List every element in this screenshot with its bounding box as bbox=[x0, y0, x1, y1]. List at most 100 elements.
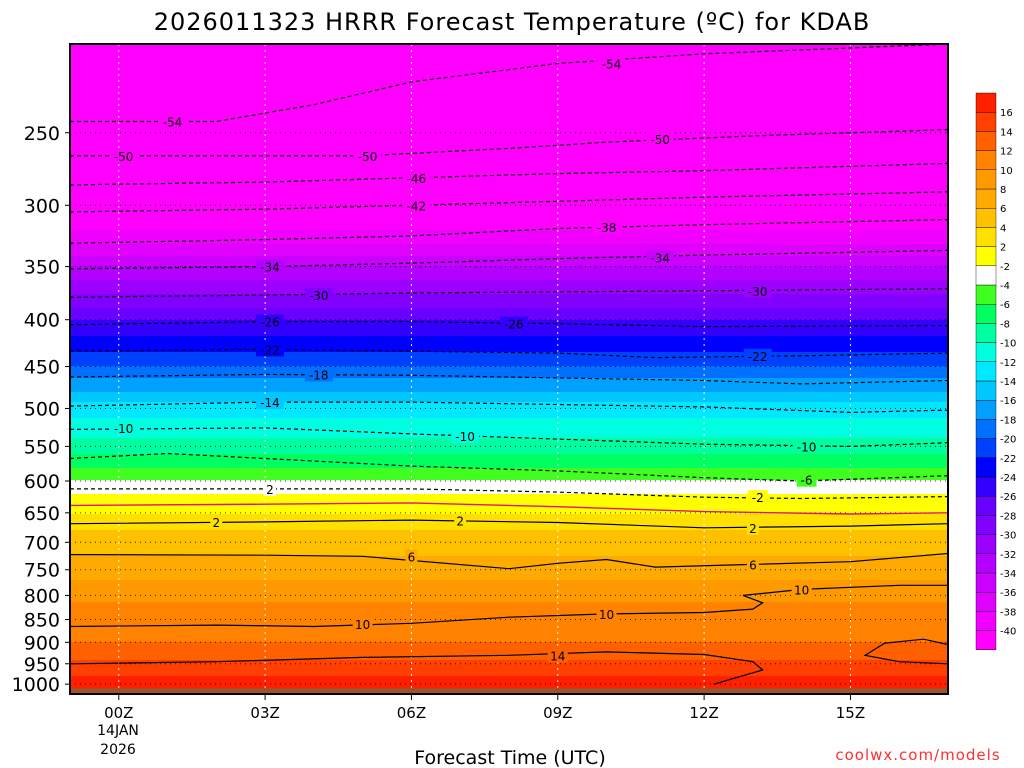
colorbar-label: -32 bbox=[1000, 550, 1016, 561]
temperature-band bbox=[70, 128, 948, 131]
temperature-band bbox=[70, 242, 948, 245]
contour-label: -26 bbox=[260, 316, 280, 330]
temperature-band bbox=[70, 408, 948, 411]
temperature-band bbox=[70, 308, 948, 311]
chart-title: 2026011323 HRRR Forecast Temperature (ºC… bbox=[154, 8, 871, 36]
colorbar-label: -16 bbox=[1000, 396, 1016, 407]
temperature-band bbox=[70, 586, 948, 589]
contour-label: -54 bbox=[602, 57, 622, 71]
temperature-band bbox=[70, 584, 948, 587]
temperature-band bbox=[70, 264, 948, 267]
temperature-band bbox=[70, 644, 948, 647]
temperature-band bbox=[70, 618, 948, 621]
temperature-band bbox=[70, 638, 948, 641]
temperature-band bbox=[70, 418, 948, 421]
temperature-band bbox=[70, 274, 948, 277]
temperature-band bbox=[70, 144, 948, 147]
y-tick-label: 800 bbox=[24, 585, 60, 607]
temperature-band bbox=[70, 296, 948, 299]
temperature-band bbox=[70, 628, 948, 631]
contour-label-bg bbox=[646, 250, 675, 265]
temperature-band bbox=[70, 420, 948, 423]
temperature-band bbox=[70, 60, 948, 63]
temperature-band bbox=[70, 648, 948, 651]
temperature-band bbox=[70, 186, 948, 189]
colorbar-swatch bbox=[975, 534, 997, 554]
temperature-band bbox=[70, 204, 948, 207]
colorbar-swatch bbox=[975, 265, 997, 286]
temperature-band bbox=[70, 382, 948, 385]
temperature-band bbox=[70, 380, 948, 383]
temperature-band bbox=[70, 664, 948, 667]
temperature-band bbox=[70, 576, 948, 579]
colorbar-swatch bbox=[975, 246, 997, 267]
contour-label: -38 bbox=[597, 221, 617, 235]
temperature-band bbox=[70, 230, 948, 233]
temperature-band bbox=[70, 564, 948, 567]
temperature-band bbox=[70, 466, 948, 469]
colorbar-label: 4 bbox=[1000, 223, 1006, 234]
temperature-band bbox=[70, 300, 948, 303]
temperature-band bbox=[70, 546, 948, 549]
colorbar-label: -24 bbox=[1000, 473, 1016, 484]
contour-label-bg bbox=[210, 514, 223, 529]
temperature-band bbox=[70, 620, 948, 623]
contour-line bbox=[70, 519, 948, 529]
temperature-band bbox=[70, 82, 948, 85]
temperature-band bbox=[70, 190, 948, 193]
temperature-band bbox=[70, 224, 948, 227]
colorbar-swatch bbox=[975, 92, 997, 113]
temperature-band bbox=[70, 108, 948, 111]
temperature-band bbox=[70, 570, 948, 573]
contour-label: -50 bbox=[114, 150, 134, 164]
contour-label: -46 bbox=[407, 172, 427, 186]
temperature-band bbox=[70, 686, 948, 689]
temperature-band bbox=[70, 58, 948, 61]
temperature-band bbox=[70, 120, 948, 123]
temperature-band bbox=[70, 526, 948, 529]
date-line2: 2026 bbox=[100, 742, 136, 758]
temperature-band bbox=[70, 540, 948, 543]
temperature-band bbox=[70, 252, 948, 255]
temperature-band bbox=[70, 594, 948, 597]
temperature-band bbox=[70, 134, 948, 137]
temperature-band bbox=[70, 640, 948, 643]
temperature-band bbox=[70, 366, 948, 369]
contour-label-bg bbox=[547, 648, 568, 663]
temperature-band bbox=[70, 218, 948, 221]
colorbar-swatch bbox=[975, 284, 997, 305]
contour-label: -54 bbox=[163, 115, 183, 129]
temperature-band bbox=[70, 222, 948, 225]
colorbar-label: -12 bbox=[1000, 358, 1016, 369]
colorbar-swatch bbox=[975, 457, 997, 478]
temperature-band bbox=[70, 636, 948, 639]
temperature-band bbox=[70, 374, 948, 377]
temperature-band bbox=[70, 354, 948, 357]
y-tick-label: 600 bbox=[24, 471, 60, 493]
temperature-band bbox=[70, 608, 948, 611]
temperature-band bbox=[70, 422, 948, 425]
temperature-band bbox=[70, 454, 948, 457]
temperature-band bbox=[70, 508, 948, 511]
temperature-band bbox=[70, 468, 948, 471]
temperature-band bbox=[70, 600, 948, 603]
contour-label-bg bbox=[743, 348, 772, 363]
temperature-band bbox=[70, 62, 948, 65]
x-tick-label: 03Z bbox=[250, 704, 279, 722]
x-tick-label: 00Z bbox=[104, 704, 133, 722]
temperature-band bbox=[70, 666, 948, 669]
y-tick-label: 450 bbox=[24, 357, 60, 379]
temperature-band bbox=[70, 598, 948, 601]
temperature-band bbox=[70, 632, 948, 635]
temperature-band bbox=[70, 452, 948, 455]
temperature-band bbox=[70, 460, 948, 463]
colorbar-swatch bbox=[975, 131, 997, 151]
contour-label-bg bbox=[792, 439, 821, 454]
temperature-band bbox=[70, 124, 948, 127]
temperature-band bbox=[70, 580, 948, 583]
temperature-band bbox=[70, 198, 948, 201]
temperature-band bbox=[70, 306, 948, 309]
colorbar-label: -8 bbox=[1000, 319, 1010, 330]
temperature-band bbox=[70, 270, 948, 273]
colorbar-swatch bbox=[975, 150, 997, 171]
